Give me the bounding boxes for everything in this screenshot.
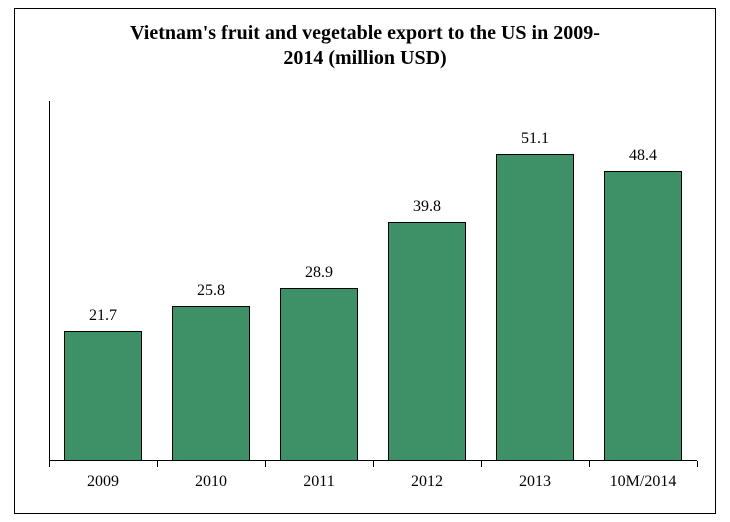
- x-axis-label: 2011: [265, 473, 373, 491]
- y-axis: [49, 101, 50, 461]
- x-axis-label: 10M/2014: [589, 473, 697, 491]
- bar: 51.1: [496, 154, 574, 461]
- bar-fill: [604, 171, 682, 461]
- bar-value-label: 28.9: [270, 264, 368, 282]
- x-axis-tick: [697, 461, 698, 467]
- bar: 48.4: [604, 171, 682, 461]
- x-axis-tick: [481, 461, 482, 467]
- x-axis-tick: [49, 461, 50, 467]
- bar-value-label: 39.8: [378, 198, 476, 216]
- chart-title-line2: 2014 (million USD): [15, 46, 715, 71]
- bar-fill: [280, 288, 358, 461]
- bar-value-label: 21.7: [54, 307, 152, 325]
- chart-title: Vietnam's fruit and vegetable export to …: [15, 21, 715, 71]
- bar-value-label: 48.4: [594, 147, 692, 165]
- bar-value-label: 25.8: [162, 282, 260, 300]
- chart-canvas: Vietnam's fruit and vegetable export to …: [0, 0, 730, 522]
- bar-fill: [496, 154, 574, 461]
- plot-area: 21.7 25.8 28.9 39.8 51.1 48.4: [49, 101, 697, 461]
- chart-frame: Vietnam's fruit and vegetable export to …: [14, 8, 716, 514]
- chart-title-line1: Vietnam's fruit and vegetable export to …: [15, 21, 715, 46]
- bar-fill: [64, 331, 142, 461]
- x-axis-tick: [589, 461, 590, 467]
- bar: 28.9: [280, 288, 358, 461]
- x-axis-labels: 2009201020112012201310M/2014: [49, 461, 697, 501]
- x-axis-tick: [157, 461, 158, 467]
- x-axis-tick: [373, 461, 374, 467]
- bar-value-label: 51.1: [486, 130, 584, 148]
- bar: 21.7: [64, 331, 142, 461]
- bar: 25.8: [172, 306, 250, 461]
- x-axis-label: 2013: [481, 473, 589, 491]
- bar-fill: [172, 306, 250, 461]
- x-axis-label: 2009: [49, 473, 157, 491]
- x-axis-tick: [265, 461, 266, 467]
- x-axis-label: 2010: [157, 473, 265, 491]
- x-axis-label: 2012: [373, 473, 481, 491]
- bar-fill: [388, 222, 466, 461]
- bar: 39.8: [388, 222, 466, 461]
